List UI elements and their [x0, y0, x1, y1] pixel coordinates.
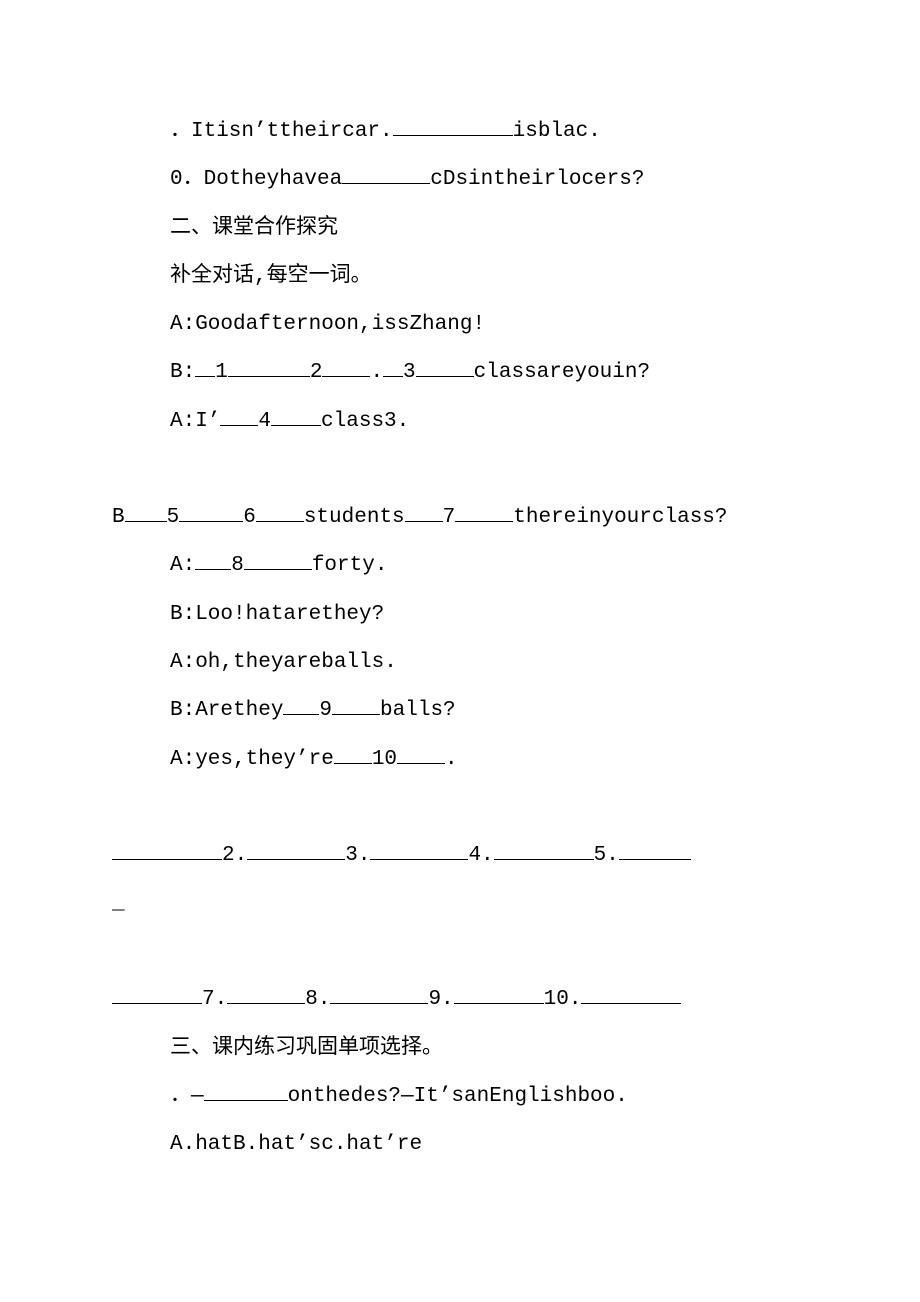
- text: A:Goodafternoon,issZhang!: [170, 313, 485, 336]
- blank: [204, 1100, 288, 1101]
- text: A:: [170, 554, 195, 577]
- blank: [397, 763, 445, 764]
- line-4: 补全对话,每空一词。: [170, 253, 810, 301]
- blank: [334, 763, 372, 764]
- text: B:Loo!hatarethey?: [170, 603, 384, 626]
- text: A:I’: [170, 410, 220, 433]
- text: 8.: [305, 988, 330, 1011]
- text: cDsintheirlocers?: [430, 168, 644, 191]
- spacer: [170, 446, 810, 494]
- text: thereinyourclass?: [513, 506, 727, 529]
- text: 三、课内练习巩固单项选择。: [170, 1037, 443, 1060]
- text: 补全对话,每空一词。: [170, 265, 372, 288]
- line-1: ．Itisn’ttheircar. isblac.: [170, 108, 810, 156]
- line-7: A:I’ 4 class3.: [170, 398, 810, 446]
- text: 5.: [594, 844, 619, 867]
- line-9: A: 8 forty.: [170, 542, 810, 590]
- line-14: 2. 3. 4. 5.: [112, 832, 810, 880]
- spacer: [170, 784, 810, 832]
- line-15: _: [112, 880, 810, 928]
- text: 0．Dotheyhavea: [170, 168, 342, 191]
- blank: [244, 569, 312, 570]
- text: 10.: [544, 988, 582, 1011]
- text: 2.: [222, 844, 247, 867]
- blank: [494, 859, 594, 860]
- text: 二、课堂合作探究: [170, 217, 338, 240]
- blank: [112, 1003, 202, 1004]
- blank: [112, 859, 222, 860]
- text: .: [370, 361, 383, 384]
- text: forty.: [312, 554, 388, 577]
- blank: [228, 376, 310, 377]
- text: students: [304, 506, 405, 529]
- blank: [330, 1003, 428, 1004]
- line-16: 7. 8. 9. 10.: [112, 976, 810, 1024]
- line-2: 0．Dotheyhavea cDsintheirlocers?: [170, 156, 810, 204]
- text: A:yes,they’re: [170, 748, 334, 771]
- line-3: 二、课堂合作探究: [170, 205, 810, 253]
- blank: [247, 859, 345, 860]
- text: 9: [319, 699, 332, 722]
- text: 4.: [468, 844, 493, 867]
- blank: [283, 714, 319, 715]
- text: classareyouin?: [474, 361, 650, 384]
- text: 2: [310, 361, 323, 384]
- blank: [125, 521, 167, 522]
- blank: [179, 521, 243, 522]
- text: 5: [167, 506, 180, 529]
- text: balls?: [380, 699, 456, 722]
- text: 10: [372, 748, 397, 771]
- blank: [405, 521, 443, 522]
- blank: [195, 569, 231, 570]
- blank: [220, 425, 258, 426]
- line-10: B:Loo!hatarethey?: [170, 591, 810, 639]
- blank: [332, 714, 380, 715]
- line-19: A.hatB.hat’sc.hat’re: [170, 1121, 810, 1169]
- blank: [454, 1003, 544, 1004]
- line-12: B:Arethey 9 balls?: [170, 687, 810, 735]
- text: _: [112, 892, 125, 915]
- blank: [619, 859, 691, 860]
- line-17: 三、课内练习巩固单项选择。: [170, 1025, 810, 1073]
- text: A.hatB.hat’sc.hat’re: [170, 1133, 422, 1156]
- text: 7.: [202, 988, 227, 1011]
- text: .: [445, 748, 458, 771]
- blank: [416, 376, 474, 377]
- text: 3: [403, 361, 416, 384]
- text: isblac.: [513, 120, 601, 143]
- text: ．Itisn’ttheircar.: [170, 120, 393, 143]
- line-18: ．― onthedes?―It’sanEnglishboo.: [170, 1073, 810, 1121]
- text: 7: [443, 506, 456, 529]
- line-11: A:oh,theyareballs.: [170, 639, 810, 687]
- text: B: [112, 506, 125, 529]
- text: 4: [258, 410, 271, 433]
- text: onthedes?―It’sanEnglishboo.: [288, 1085, 628, 1108]
- text: class3.: [321, 410, 409, 433]
- blank: [227, 1003, 305, 1004]
- blank: [383, 376, 403, 377]
- blank: [195, 376, 215, 377]
- text: B:: [170, 361, 195, 384]
- blank: [322, 376, 370, 377]
- line-5: A:Goodafternoon,issZhang!: [170, 301, 810, 349]
- text: ．―: [170, 1085, 204, 1108]
- blank: [342, 183, 430, 184]
- blank: [256, 521, 304, 522]
- text: B:Arethey: [170, 699, 283, 722]
- line-13: A:yes,they’re 10.: [170, 736, 810, 784]
- text: 3.: [345, 844, 370, 867]
- blank: [393, 135, 513, 136]
- blank: [370, 859, 468, 860]
- line-8: B 5 6 students 7 thereinyourclass?: [112, 494, 810, 542]
- blank: [455, 521, 513, 522]
- blank: [581, 1003, 681, 1004]
- blank: [271, 425, 321, 426]
- text: A:oh,theyareballs.: [170, 651, 397, 674]
- text: 8: [231, 554, 244, 577]
- text: 1: [215, 361, 228, 384]
- text: 6: [243, 506, 256, 529]
- spacer: [170, 928, 810, 976]
- text: 9.: [428, 988, 453, 1011]
- line-6: B: 1 2. 3 classareyouin?: [170, 349, 810, 397]
